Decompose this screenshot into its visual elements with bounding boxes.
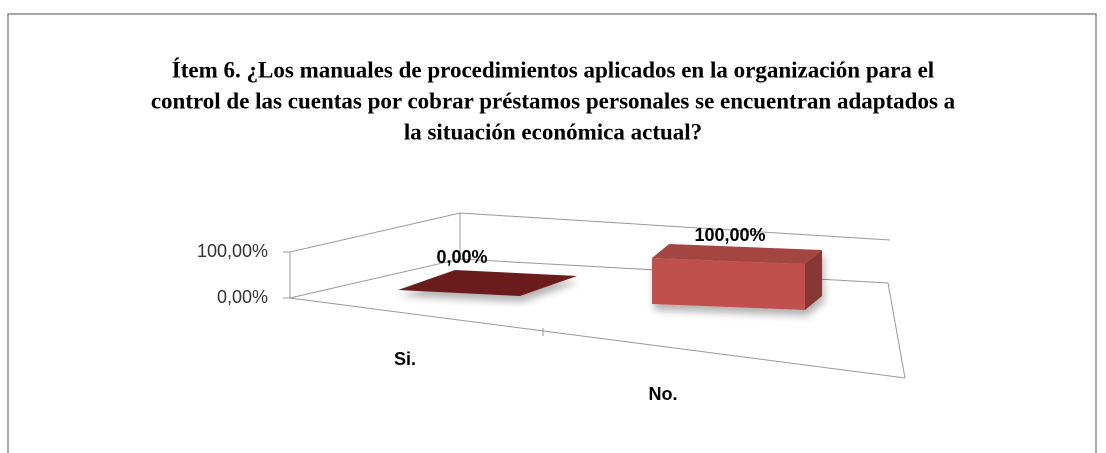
bar <box>398 270 577 296</box>
chart-title: la situación económica actual? <box>404 119 702 144</box>
chart-frame <box>7 13 1097 453</box>
bar-top <box>652 244 822 264</box>
value-label: 100,00% <box>694 225 765 245</box>
bar-front <box>652 258 805 310</box>
x-tick-label: Si. <box>394 349 416 369</box>
chart-title: control de las cuentas por cobrar présta… <box>151 88 956 113</box>
y-tick-label: 100,00% <box>197 241 268 261</box>
floor-front <box>289 297 906 379</box>
bar-side <box>805 250 822 310</box>
x-tick-label: No. <box>649 384 678 404</box>
y-tick-label: 0,00% <box>217 287 268 307</box>
bar-top <box>398 270 577 296</box>
back-wall <box>289 212 891 298</box>
value-label: 0,00% <box>436 247 487 267</box>
chart-title: Ítem 6. ¿Los manuales de procedimientos … <box>172 57 934 82</box>
bar <box>652 244 822 310</box>
